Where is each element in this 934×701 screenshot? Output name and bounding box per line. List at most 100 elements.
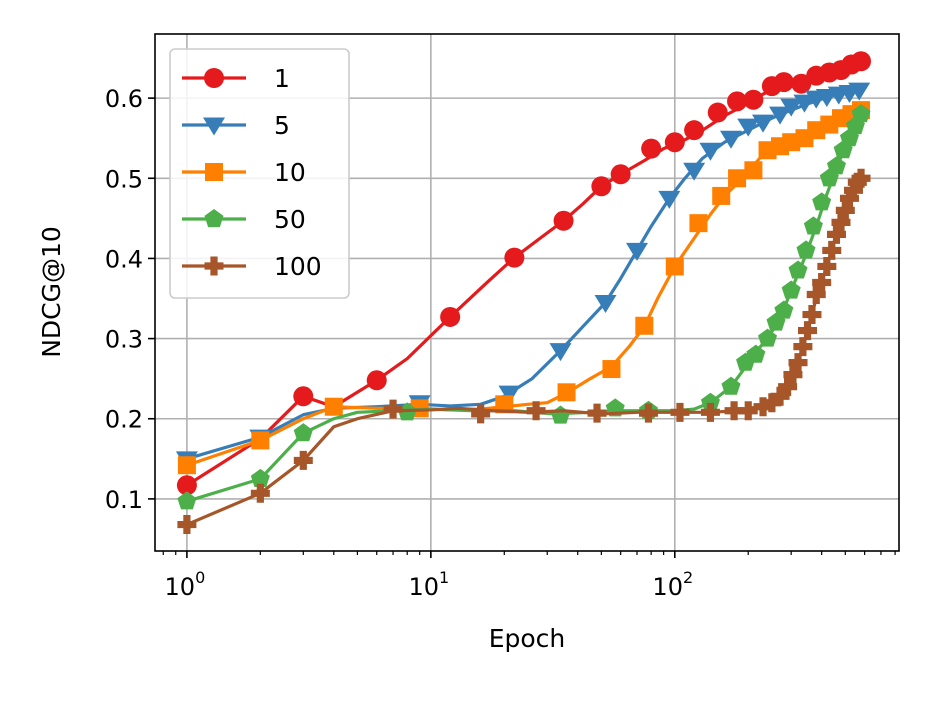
ticks: 100 101 102 0.1 0.2 0.3 0.4 0.5 0.6 <box>105 85 896 601</box>
data-point <box>591 176 612 197</box>
legend-marker <box>204 68 224 88</box>
data-point <box>835 200 855 220</box>
legend: 1 5 10 50 100 <box>169 48 350 299</box>
data-point <box>250 483 270 503</box>
data-point <box>791 73 812 94</box>
legend-label: 1 <box>274 64 290 93</box>
data-point <box>251 431 270 450</box>
series-layer <box>175 51 872 535</box>
data-point <box>712 186 731 205</box>
data-point <box>753 397 773 417</box>
data-point <box>773 72 794 93</box>
x-tick-label: 101 <box>408 568 449 601</box>
plot-frame <box>154 33 900 552</box>
data-point <box>826 156 846 175</box>
legend-marker <box>205 163 223 181</box>
data-point <box>383 399 403 419</box>
data-point <box>796 240 816 259</box>
data-point <box>626 242 649 261</box>
data-point <box>788 353 808 373</box>
data-point <box>176 475 197 496</box>
data-point <box>177 491 197 510</box>
y-tick-label: 0.3 <box>105 326 143 354</box>
legend-label: 5 <box>274 111 290 140</box>
data-point <box>758 328 778 347</box>
data-point <box>689 214 708 233</box>
data-point <box>780 98 803 117</box>
data-point <box>843 180 863 200</box>
legend-item: 10 <box>182 158 306 187</box>
y-tick-label: 0.1 <box>105 486 143 514</box>
data-point <box>752 114 775 133</box>
data-point <box>670 402 690 422</box>
data-point <box>817 256 837 276</box>
data-point <box>778 377 798 397</box>
data-point <box>293 450 313 470</box>
data-point <box>324 397 343 416</box>
data-point <box>557 383 576 402</box>
data-point <box>788 260 808 279</box>
data-point <box>707 102 728 123</box>
data-point <box>847 172 867 192</box>
data-point <box>812 272 832 292</box>
data-point <box>638 403 658 423</box>
data-point <box>504 247 525 268</box>
legend-item: 100 <box>182 252 322 281</box>
data-point <box>177 456 196 475</box>
data-point <box>762 393 782 413</box>
data-point <box>793 94 816 113</box>
data-point <box>684 120 705 141</box>
data-point <box>293 423 313 442</box>
data-point <box>635 316 654 335</box>
data-point <box>498 385 521 404</box>
y-tick-label: 0.5 <box>105 165 143 193</box>
data-point <box>587 403 607 423</box>
data-point <box>728 169 747 188</box>
data-point <box>793 337 813 357</box>
data-point <box>664 132 685 153</box>
y-tick-label: 0.6 <box>105 85 143 113</box>
series-100 <box>177 168 871 535</box>
data-point <box>526 401 546 421</box>
data-point <box>720 130 743 149</box>
data-point <box>602 360 621 379</box>
data-point <box>738 401 758 421</box>
data-point <box>700 392 720 411</box>
data-point <box>803 216 823 235</box>
data-point <box>549 343 572 362</box>
data-point <box>848 82 871 101</box>
data-point <box>798 321 818 341</box>
data-point <box>769 106 792 125</box>
data-point <box>812 192 832 211</box>
y-tick-label: 0.2 <box>105 406 143 434</box>
data-point <box>721 376 741 395</box>
data-point <box>594 295 617 314</box>
legend-label: 10 <box>274 158 306 187</box>
legend-label: 50 <box>274 205 306 234</box>
data-point <box>783 365 803 385</box>
data-point <box>177 515 197 535</box>
x-tick-label: 100 <box>165 568 206 601</box>
legend-label: 100 <box>274 252 322 281</box>
data-point <box>440 306 461 327</box>
data-point <box>471 404 491 424</box>
data-point <box>826 224 846 244</box>
data-point <box>831 212 851 232</box>
data-point <box>727 91 748 112</box>
legend-box <box>169 48 350 299</box>
y-tick-label: 0.4 <box>105 245 143 273</box>
legend-item: 50 <box>182 205 306 234</box>
data-point <box>250 468 270 487</box>
data-point <box>774 300 794 319</box>
data-point <box>610 164 631 185</box>
data-point <box>746 344 766 363</box>
series-50 <box>177 104 871 510</box>
data-point <box>744 161 763 180</box>
data-point <box>737 118 760 137</box>
data-point <box>366 370 387 391</box>
data-point <box>699 142 722 161</box>
legend-marker <box>203 117 225 136</box>
data-point <box>851 51 872 72</box>
data-point <box>724 401 744 421</box>
